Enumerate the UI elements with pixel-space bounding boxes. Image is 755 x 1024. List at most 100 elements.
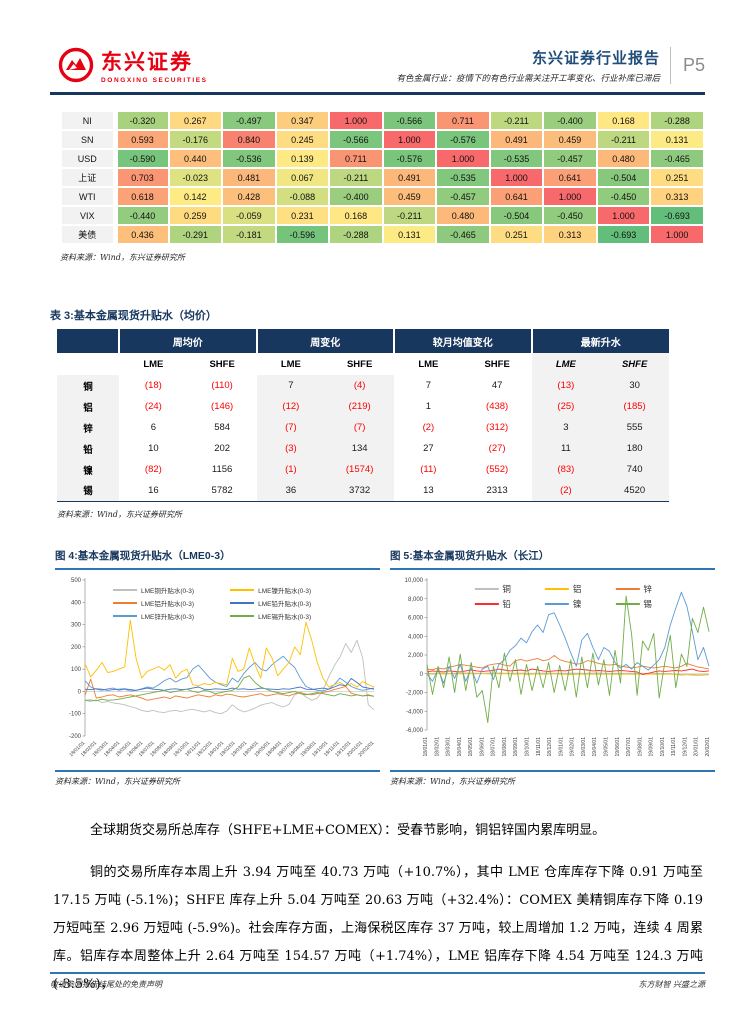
table3: 周均价 周变化 较月均值变化 最新升水 LME SHFE LME SHFE LME SHFE LME… bbox=[57, 329, 669, 502]
table3-value-cell: (110) bbox=[211, 380, 233, 391]
heatmap-cell: -0.450 bbox=[542, 205, 598, 226]
heatmap-cell: 0.168 bbox=[595, 110, 652, 131]
figure-5: 图 5:基本金属现货升贴水（长江） -6,000 -4,000 -2,000 0 2,0… bbox=[390, 548, 715, 787]
svg-text:18/11/01: 18/11/01 bbox=[536, 736, 542, 755]
legend-item: LME铜升贴水(0-3) bbox=[113, 585, 194, 595]
series-line-铅 bbox=[426, 668, 710, 675]
svg-text:19/03/01: 19/03/01 bbox=[581, 736, 587, 756]
series-line-镍 bbox=[426, 591, 710, 684]
legend-label: LME铅升贴水(0-3) bbox=[258, 600, 312, 608]
legend-label: 铅 bbox=[502, 598, 511, 609]
heatmap-cell: 0.459 bbox=[381, 186, 438, 207]
heatmap-cell: 0.711 bbox=[328, 148, 384, 169]
figure-4-source-note: 资料来源：Wind，东兴证券研究所 bbox=[55, 776, 180, 786]
heatmap-cell: -0.535 bbox=[435, 167, 491, 188]
heatmap-cell: -0.288 bbox=[649, 110, 705, 131]
series-line-LME铝升贴水(0-3) bbox=[84, 678, 375, 701]
svg-text:18/10/01: 18/10/01 bbox=[525, 736, 531, 756]
heatmap-cell: -0.497 bbox=[221, 110, 277, 131]
table3-group-header: 周变化 bbox=[255, 329, 394, 353]
table3-value-cell: 1 bbox=[425, 401, 432, 412]
heatmap-cell: -0.291 bbox=[167, 224, 224, 245]
figure-5-chart: -6,000 -4,000 -2,000 0 2,000 4,000 6,000 8,000 1… bbox=[390, 572, 715, 770]
legend-swatch-icon bbox=[544, 602, 569, 605]
heatmap-cell: 0.142 bbox=[167, 186, 224, 207]
heatmap-cell: 0.231 bbox=[274, 205, 331, 226]
legend-label: LME锡升贴水(0-3) bbox=[258, 613, 312, 621]
svg-text:8,000: 8,000 bbox=[408, 596, 424, 602]
heatmap-cell: -0.023 bbox=[167, 167, 224, 188]
dongxing-logo-icon bbox=[58, 47, 94, 83]
paragraph-copper-aluminum-detail: 铜的交易所库存本周上升 3.94 万吨至 40.73 万吨（+10.7%），其中… bbox=[53, 864, 703, 992]
table3-value-cell: 16 bbox=[148, 484, 159, 496]
table3-value-cell: (4) bbox=[325, 375, 394, 396]
heatmap-cell: -0.450 bbox=[595, 186, 652, 207]
heatmap-cell: 0.481 bbox=[221, 167, 277, 188]
page-footer: 敬请参阅报告结尾处的免责声明 东方财智 兴盛之源 bbox=[50, 972, 705, 990]
brand-text: 东兴证券 DONGXING SECURITIES bbox=[101, 46, 208, 84]
heatmap-cell: 1.000 bbox=[649, 224, 705, 245]
svg-text:18/03/01: 18/03/01 bbox=[446, 736, 452, 756]
heatmap-cell: 0.440 bbox=[167, 148, 224, 169]
legend-label: 镍 bbox=[572, 598, 582, 609]
heatmap-cell: -0.590 bbox=[114, 148, 170, 169]
legend-item: 镍 bbox=[544, 598, 582, 610]
table3-subheader: SHFE bbox=[462, 353, 532, 375]
heatmap-cell: 0.245 bbox=[274, 129, 331, 150]
heatmap-cell: 0.259 bbox=[167, 205, 224, 226]
figures-row: 图 4:基本金属现货升贴水（LME0-3） -200 -100 0 100 200 300… bbox=[55, 548, 715, 787]
svg-text:19/04/01: 19/04/01 bbox=[592, 736, 598, 756]
svg-text:19/07/01: 19/07/01 bbox=[626, 736, 632, 756]
y-axis: -200 -100 0 100 200 300 400 500 bbox=[69, 577, 86, 740]
table3-group-header: 最新升水 bbox=[530, 329, 669, 353]
table3-metal-label: 锌 bbox=[57, 417, 119, 438]
heatmap-cell: 0.267 bbox=[167, 110, 224, 131]
svg-text:19/01/01: 19/01/01 bbox=[558, 736, 564, 756]
heatmap-cell: 1.000 bbox=[328, 110, 384, 131]
heatmap-row: VIX -0.440 0.259 -0.059 0.231 0.168 -0.211 0.48… bbox=[60, 205, 705, 226]
legend-label: LME铜升贴水(0-3) bbox=[141, 587, 195, 595]
header-rule bbox=[50, 92, 705, 95]
heatmap-cell: -0.576 bbox=[381, 148, 438, 169]
table3-subheader: LME bbox=[531, 353, 601, 375]
table3-value-cell: (18) bbox=[144, 380, 162, 391]
heatmap-cell: -0.320 bbox=[114, 110, 170, 131]
table3-value-cell: (219) bbox=[325, 396, 394, 417]
heatmap-cell: 0.840 bbox=[221, 129, 277, 150]
heatmap-cell: -0.596 bbox=[274, 224, 331, 245]
figure-5-top-rule bbox=[390, 567, 715, 570]
heatmap-cell: 1.000 bbox=[435, 148, 491, 169]
heatmap-row: 美债 0.436 -0.291 -0.181 -0.596 -0.288 0.131 -0.4… bbox=[60, 224, 705, 245]
heatmap-cell: 0.067 bbox=[274, 167, 331, 188]
series-line-LME锡升贴水(0-3) bbox=[84, 674, 375, 701]
svg-text:0: 0 bbox=[420, 671, 424, 677]
table3-subheader: SHFE bbox=[187, 353, 257, 375]
svg-text:18/05/01: 18/05/01 bbox=[468, 736, 474, 756]
table3-value-cell: (25) bbox=[531, 396, 601, 417]
table3-value-cell: (1574) bbox=[325, 459, 394, 480]
series-line-LME铅升贴水(0-3) bbox=[84, 677, 375, 691]
heatmap-cell: -0.400 bbox=[328, 186, 384, 207]
table3-value-cell: 555 bbox=[600, 417, 669, 438]
correlation-heatmap-table: NI -0.320 0.267 -0.497 0.347 1.000 -0.566 0.711… bbox=[60, 110, 705, 245]
heatmap-cell: -0.566 bbox=[381, 110, 438, 131]
page-header: 东兴证券 DONGXING SECURITIES 东兴证券行业报告 有色金属行业… bbox=[58, 46, 705, 84]
legend-item: LME锡升贴水(0-3) bbox=[230, 611, 311, 621]
footer-slogan: 东方财智 兴盛之源 bbox=[638, 980, 705, 989]
heatmap-row-label: 美债 bbox=[60, 224, 118, 245]
svg-text:18/09/01: 18/09/01 bbox=[513, 736, 519, 756]
figure-5-legend: 铜 铝 锌铅 镍 锡 bbox=[474, 583, 652, 610]
svg-text:-6,000: -6,000 bbox=[406, 728, 424, 734]
heatmap-cell: 0.347 bbox=[274, 110, 331, 131]
legend-swatch-icon bbox=[544, 587, 569, 590]
legend-item: 铅 bbox=[474, 598, 511, 610]
svg-text:400: 400 bbox=[71, 600, 82, 606]
heatmap-cell: -0.211 bbox=[381, 205, 438, 226]
heatmap-row: NI -0.320 0.267 -0.497 0.347 1.000 -0.566 0.711… bbox=[60, 110, 705, 131]
svg-text:19/02/01: 19/02/01 bbox=[570, 736, 576, 756]
heatmap-cell: 0.703 bbox=[114, 167, 170, 188]
table3-subheader-blank bbox=[57, 353, 119, 375]
table3-value-cell: (7) bbox=[256, 417, 326, 438]
legend-label: 铜 bbox=[502, 583, 511, 594]
